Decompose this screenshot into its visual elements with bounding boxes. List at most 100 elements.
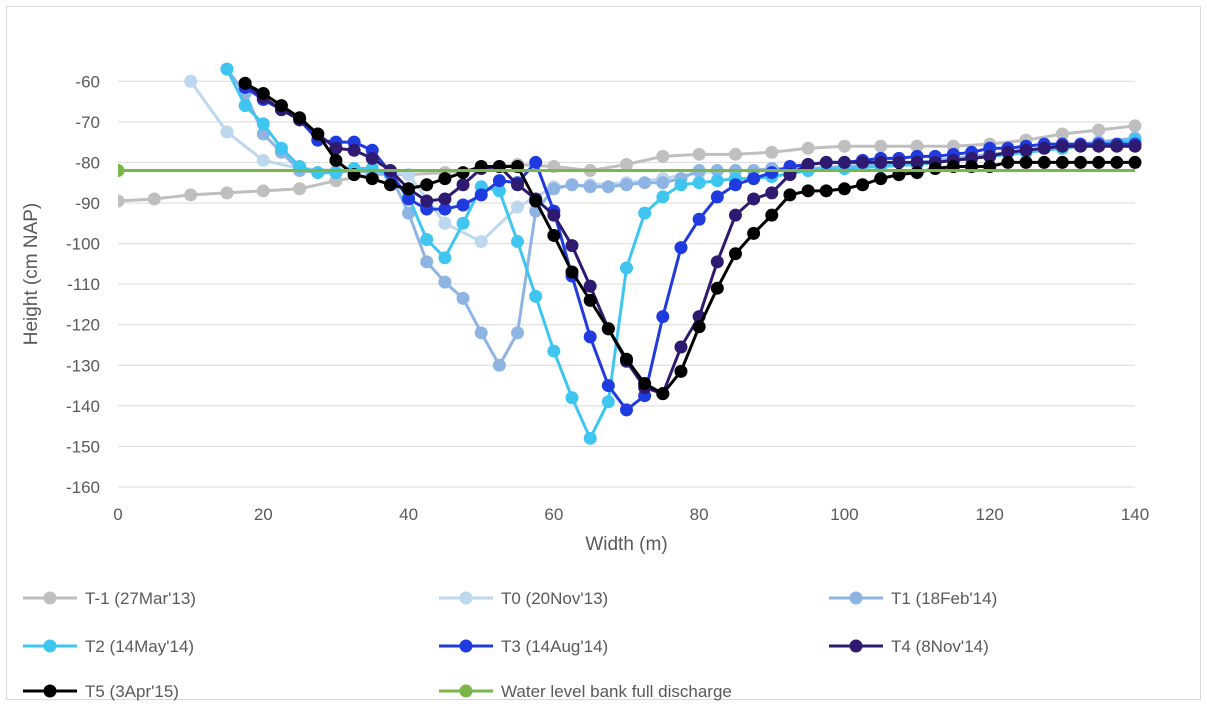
data-point: [692, 176, 706, 190]
data-point: [329, 166, 343, 180]
data-point: [438, 172, 452, 186]
data-point: [329, 141, 343, 155]
series-group: [118, 62, 1142, 445]
data-point: [311, 127, 325, 141]
data-point: [256, 86, 270, 100]
data-point: [365, 151, 379, 165]
data-point: [656, 387, 670, 401]
legend-swatch-marker: [43, 639, 57, 653]
series-4: [238, 80, 1142, 417]
data-point: [837, 139, 851, 153]
legend-item: T5 (3Apr'15): [23, 682, 179, 701]
data-point: [311, 166, 325, 180]
data-point: [601, 180, 615, 194]
x-tick-label: 140: [1121, 505, 1149, 524]
legend-swatch-marker: [43, 591, 57, 605]
data-point: [565, 265, 579, 279]
data-point: [765, 186, 779, 200]
data-point: [910, 166, 924, 180]
data-point: [529, 194, 543, 208]
legend-swatch-marker: [43, 684, 57, 698]
data-point: [583, 330, 597, 344]
legend-item: T-1 (27Mar'13): [23, 589, 196, 608]
data-point: [456, 291, 470, 305]
data-point: [583, 293, 597, 307]
y-axis-title: Height (cm NAP): [21, 203, 42, 346]
data-point: [1128, 155, 1142, 169]
x-tick-label: 80: [690, 505, 709, 524]
data-point: [1128, 139, 1142, 153]
data-point: [1110, 155, 1124, 169]
data-point: [256, 127, 270, 141]
data-point: [420, 194, 434, 208]
y-axis-ticks: -60 -70 -80 -90 -100 -110 -120 -130 -140 -150 -160: [66, 72, 100, 497]
data-point: [638, 206, 652, 220]
data-point: [565, 178, 579, 192]
legend-label: T3 (14Aug'14): [501, 637, 608, 656]
legend-label: T5 (3Apr'15): [85, 682, 179, 701]
data-point: [638, 176, 652, 190]
data-point: [692, 147, 706, 161]
data-point: [238, 76, 252, 90]
series-line-2: [225, 68, 1136, 367]
data-point: [118, 164, 125, 178]
y-tick-label: -160: [66, 478, 100, 497]
data-point: [728, 147, 742, 161]
data-point: [1001, 155, 1015, 169]
data-point: [1128, 119, 1142, 133]
data-point: [1110, 139, 1124, 153]
data-point: [511, 326, 525, 340]
data-point: [620, 261, 633, 275]
data-point: [274, 141, 288, 155]
legend-item: T4 (8Nov'14): [829, 637, 989, 656]
data-point: [819, 184, 833, 198]
data-point: [474, 326, 488, 340]
data-point: [928, 162, 942, 176]
series-7: [118, 164, 1135, 178]
legend-label: T2 (14May'14): [85, 637, 194, 656]
data-point: [710, 255, 724, 269]
data-point: [692, 320, 706, 334]
data-point: [365, 172, 379, 186]
data-point: [801, 157, 815, 171]
data-point: [274, 99, 288, 113]
legend-item: T3 (14Aug'14): [439, 637, 608, 656]
data-point: [874, 172, 888, 186]
data-point: [656, 176, 670, 190]
y-tick-label: -60: [75, 72, 100, 91]
data-point: [747, 192, 761, 206]
data-point: [601, 379, 615, 393]
x-tick-label: 120: [976, 505, 1004, 524]
data-point: [256, 153, 270, 167]
data-point: [1037, 155, 1051, 169]
data-point: [874, 155, 888, 169]
legend-label: T4 (8Nov'14): [891, 637, 989, 656]
data-point: [856, 178, 870, 192]
data-point: [874, 139, 888, 153]
data-point: [256, 184, 270, 198]
data-point: [837, 155, 851, 169]
data-point: [474, 235, 488, 249]
data-point: [983, 149, 997, 163]
data-point: [892, 155, 906, 169]
data-point: [801, 141, 815, 155]
data-point: [747, 172, 761, 186]
data-point: [1092, 155, 1106, 169]
data-point: [547, 344, 561, 358]
data-point: [184, 74, 198, 88]
data-point: [620, 352, 633, 366]
chart-frame: -60 -70 -80 -90 -100 -110 -120 -130 -140 -150 -160…: [6, 6, 1201, 701]
data-point: [293, 182, 307, 196]
y-tick-label: -120: [66, 316, 100, 335]
data-point: [910, 139, 924, 153]
data-point: [674, 241, 688, 255]
data-point: [147, 192, 161, 206]
series-6: [238, 76, 1142, 401]
data-point: [402, 182, 416, 196]
data-point: [347, 143, 361, 157]
data-point: [420, 178, 434, 192]
data-point: [601, 322, 615, 336]
data-point: [620, 157, 633, 171]
series-line-4: [244, 86, 1135, 412]
data-point: [220, 125, 234, 139]
